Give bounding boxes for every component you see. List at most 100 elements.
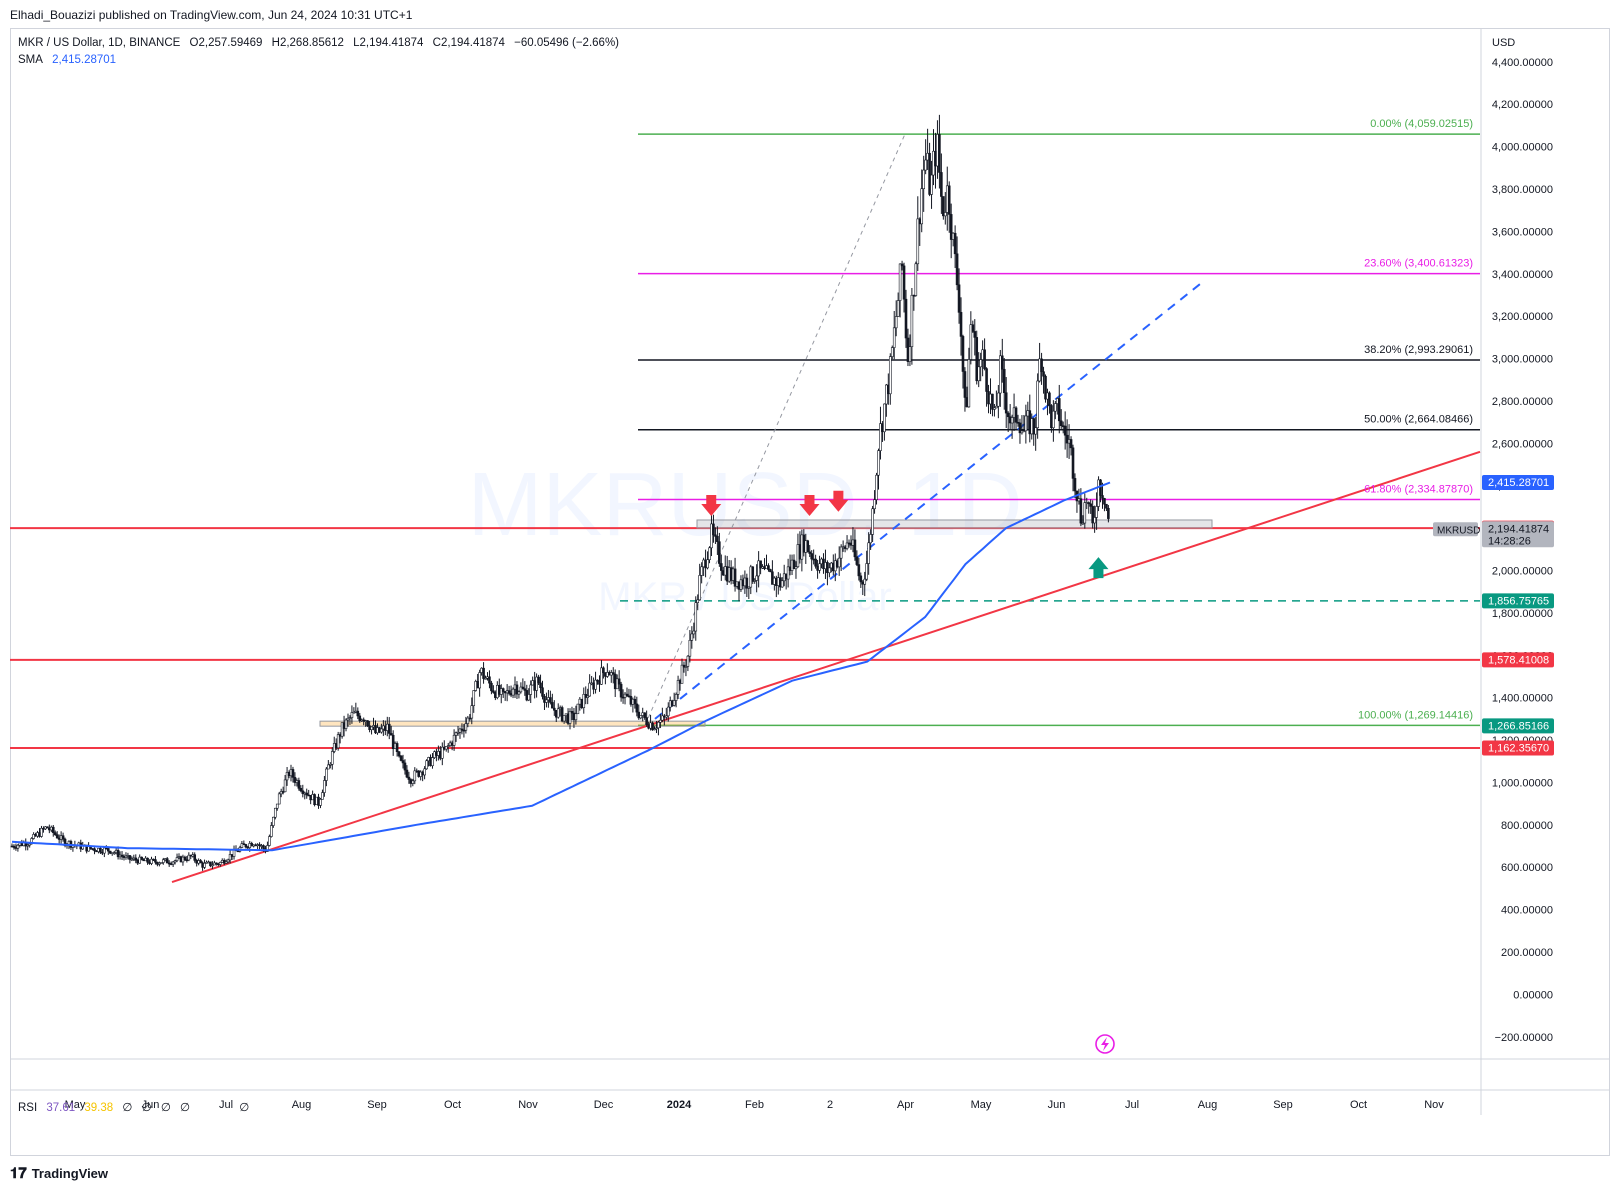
- candle-body: [661, 715, 664, 721]
- candle-body: [696, 599, 700, 603]
- candle-body: [1036, 380, 1039, 429]
- candle-body: [171, 861, 175, 865]
- candle-body: [1069, 439, 1073, 449]
- candle-body: [664, 715, 668, 718]
- price-axis-label-text: 1,578.41008: [1488, 654, 1549, 666]
- sma-line[interactable]: [11, 481, 1111, 852]
- candle-body: [973, 331, 977, 338]
- candle-body: [395, 743, 399, 753]
- candle-body: [867, 542, 870, 564]
- candle-body: [389, 733, 393, 736]
- price-axis-label: [1482, 593, 1554, 609]
- candle-body: [1024, 415, 1028, 432]
- event-icon[interactable]: [1095, 1034, 1115, 1054]
- x-tick-label: Sep: [1273, 1099, 1293, 1111]
- support-zone[interactable]: [319, 720, 706, 727]
- price-axis-label-text: 1,162.35670: [1488, 743, 1549, 755]
- candle-body: [1022, 430, 1026, 433]
- candle-body: [902, 265, 906, 300]
- rising-trendline[interactable]: [171, 450, 1481, 884]
- sma-label[interactable]: SMA: [18, 54, 43, 66]
- candle-body: [128, 855, 132, 860]
- lightning-icon: [1101, 1037, 1109, 1051]
- rsi-ma-value: 39.38: [84, 1102, 114, 1114]
- empty-value-icon: ∅: [180, 1102, 191, 1114]
- x-tick-label: Oct: [1350, 1099, 1367, 1111]
- candle-body: [183, 856, 187, 860]
- candle-body: [1107, 507, 1110, 519]
- candle-body: [209, 861, 212, 867]
- candle-body: [1000, 355, 1004, 370]
- candle-body: [570, 711, 574, 714]
- fib-level-label: 38.20% (2,993.29061): [1364, 344, 1473, 356]
- candle-body: [767, 565, 770, 570]
- candle-body: [1044, 375, 1047, 400]
- x-tick-label: Nov: [1424, 1099, 1444, 1111]
- arrow-up-icon[interactable]: [1088, 557, 1109, 579]
- fib-level-label: 23.60% (3,400.61323): [1364, 258, 1473, 270]
- candle-body: [12, 845, 16, 848]
- candle-body: [712, 523, 715, 536]
- candle-body: [900, 263, 904, 267]
- candle-body: [753, 580, 757, 582]
- x-tick-label: Aug: [292, 1099, 312, 1111]
- x-tick-label: 2: [827, 1099, 833, 1111]
- price-axis-label: [1482, 521, 1554, 548]
- candle-body: [211, 864, 214, 867]
- publisher-line: Elhadi_Bouazizi published on TradingView…: [10, 8, 413, 22]
- brand-name: TradingView: [31, 1166, 109, 1181]
- candle-body: [26, 844, 30, 847]
- candle-body: [694, 602, 698, 632]
- candle-body: [32, 834, 35, 839]
- candle-body: [896, 300, 900, 317]
- rsi-pane-legend: RSI 37.61 39.38 ∅ ∅ ∅ ∅ ∅: [18, 1100, 255, 1114]
- x-tick-label: Oct: [444, 1099, 461, 1111]
- candle-body: [1002, 368, 1006, 394]
- x-tick-label: May: [971, 1099, 992, 1111]
- candle-body: [1091, 506, 1094, 524]
- candle-body: [999, 355, 1002, 394]
- candle-body: [462, 729, 466, 732]
- price-axis-label-text: 2,194.41874: [1488, 523, 1549, 535]
- candle-body: [659, 719, 662, 723]
- price-axis-label-text: 1,266.85166: [1488, 720, 1549, 732]
- arrow-down-icon[interactable]: [828, 490, 849, 512]
- empty-value-icon: ∅: [141, 1102, 152, 1114]
- y-tick-label: 200.00000: [1501, 947, 1553, 959]
- candle-body: [120, 854, 124, 857]
- candle-body: [99, 847, 102, 853]
- candle-body: [676, 680, 680, 695]
- candle-body: [947, 185, 951, 215]
- candle-body: [898, 263, 902, 301]
- candle-body: [478, 672, 481, 689]
- resistance-zone[interactable]: [696, 519, 1213, 529]
- arrow-down-icon[interactable]: [799, 495, 820, 517]
- candle-body: [922, 169, 925, 190]
- candle-body: [920, 188, 924, 225]
- candle-body: [556, 708, 560, 718]
- x-tick-label: 2024: [667, 1099, 692, 1111]
- arrow-down-icon[interactable]: [701, 495, 722, 517]
- candle-body: [340, 722, 344, 737]
- candle-body: [517, 691, 521, 695]
- y-tick-label: 3,800.00000: [1492, 184, 1553, 196]
- candle-body: [586, 695, 589, 698]
- candle-body: [718, 541, 721, 564]
- fib-trend-line[interactable]: [644, 133, 906, 726]
- candle-body: [562, 715, 566, 722]
- symbol-label[interactable]: MKR / US Dollar, 1D, BINANCE: [18, 37, 181, 49]
- y-tick-label: 600.00000: [1501, 862, 1553, 874]
- candle-body: [116, 849, 120, 858]
- candle-body: [995, 405, 998, 409]
- candle-body: [1105, 503, 1108, 509]
- currency-label[interactable]: USD: [1492, 37, 1515, 49]
- candle-body: [853, 539, 857, 558]
- candle-body: [786, 566, 790, 580]
- blue-dashed-channel[interactable]: [654, 279, 1206, 720]
- candle-body: [134, 857, 138, 861]
- candle-body: [175, 857, 179, 861]
- candle-body: [53, 832, 57, 835]
- rsi-label[interactable]: RSI: [18, 1102, 38, 1114]
- candle-body: [285, 772, 289, 781]
